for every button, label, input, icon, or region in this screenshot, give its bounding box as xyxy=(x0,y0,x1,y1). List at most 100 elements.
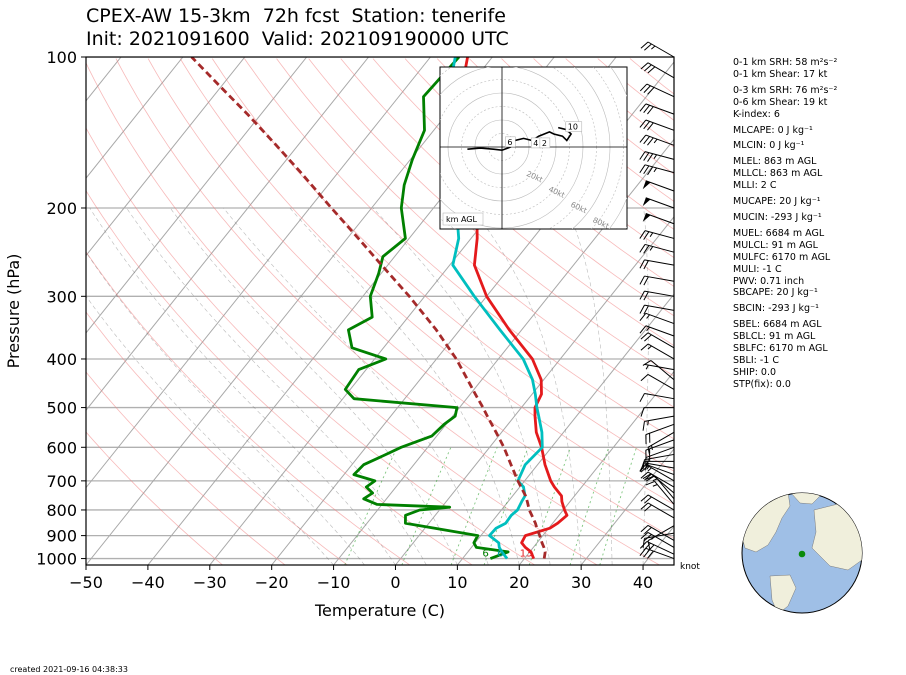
wind-barb xyxy=(642,532,675,548)
isotherm xyxy=(518,370,674,565)
isotherm xyxy=(395,216,674,565)
parameter-line: MUCIN: -293 J kg⁻¹ xyxy=(733,211,822,223)
x-tick-label: −20 xyxy=(255,573,289,592)
wind-barb xyxy=(640,407,674,417)
isotherm xyxy=(86,57,308,334)
moist-adiabat xyxy=(170,207,458,565)
x-tick-label: 10 xyxy=(447,573,467,592)
wind-barb xyxy=(639,304,675,315)
y-tick-label: 100 xyxy=(46,48,77,67)
wind-barb xyxy=(640,41,675,58)
parameter-line: SBCIN: -293 J kg⁻¹ xyxy=(733,303,819,315)
hodograph-height-label: 2 xyxy=(542,139,547,148)
wind-barb xyxy=(647,525,675,551)
parameter-line: 0-1 km SRH: 58 m²s⁻² xyxy=(733,57,838,68)
x-tick-label: 40 xyxy=(633,573,653,592)
x-tick-label: 20 xyxy=(509,573,529,592)
dry-adiabat xyxy=(179,58,674,505)
wind-barb xyxy=(639,290,675,301)
mixing-ratio-line xyxy=(599,447,637,565)
isotherm xyxy=(456,293,674,565)
isotherm xyxy=(333,138,674,565)
wind-barb xyxy=(639,119,675,131)
x-tick-label: −40 xyxy=(131,573,165,592)
x-tick-label: −30 xyxy=(193,573,227,592)
parameter-line: MLCAPE: 0 J kg⁻¹ xyxy=(733,124,813,136)
wind-barb xyxy=(639,151,675,162)
mixing-ratio-line xyxy=(344,447,398,565)
wind-barb xyxy=(640,373,675,390)
parameter-line: SBLI: -1 C xyxy=(733,354,779,366)
dry-adiabat xyxy=(86,311,348,565)
x-tick-label: 30 xyxy=(571,573,591,592)
wind-barb xyxy=(644,363,675,371)
parameter-line: SHIP: 0.0 xyxy=(733,366,777,378)
y-tick-label: 200 xyxy=(46,199,77,218)
surface-wetbulb-label: 6 xyxy=(497,549,503,560)
dry-adiabat xyxy=(86,127,535,565)
wind-barb xyxy=(640,494,675,511)
parameter-line: MULI: -1 C xyxy=(733,263,782,275)
series-parcel-line xyxy=(190,57,547,559)
mixing-ratio-line xyxy=(450,447,498,565)
chart-title-line2: Init: 2021091600 Valid: 202109190000 UTC xyxy=(86,28,509,50)
wind-barb xyxy=(640,343,675,360)
wind-barb xyxy=(642,415,675,431)
dry-adiabat xyxy=(147,58,674,539)
moist-adiabat xyxy=(89,207,396,565)
x-axis-label: Temperature (C) xyxy=(314,601,445,620)
wind-barb xyxy=(642,360,675,381)
parameter-line: MULCL: 91 m AGL xyxy=(733,239,818,251)
barb-unit-label: knot xyxy=(680,562,700,572)
x-tick-label: 0 xyxy=(390,573,400,592)
dry-adiabat xyxy=(86,371,286,565)
y-tick-label: 900 xyxy=(46,527,77,546)
wind-barb xyxy=(647,431,675,457)
wind-barb xyxy=(642,197,675,209)
y-tick-label: 1000 xyxy=(36,550,77,569)
isotherm xyxy=(86,57,246,257)
dry-adiabat xyxy=(86,251,411,565)
moist-adiabat xyxy=(223,207,489,565)
dry-adiabat xyxy=(86,431,223,565)
isotherm xyxy=(580,448,674,565)
wind-barb xyxy=(639,392,675,403)
parameter-list: 0-1 km SRH: 58 m²s⁻² 0-1 km Shear: 17 kt 0… xyxy=(733,57,837,391)
dry-adiabat xyxy=(86,62,598,565)
hodograph-height-label: 4 xyxy=(533,139,538,148)
wind-barb xyxy=(642,213,675,225)
wind-barb xyxy=(640,332,675,349)
parameter-line: MUEL: 6684 m AGL xyxy=(733,227,825,239)
parameter-line: K-index: 6 xyxy=(733,108,780,120)
station-marker xyxy=(798,550,806,558)
plot-frame xyxy=(85,56,675,566)
mixing-ratio-line xyxy=(528,447,572,565)
y-tick-label: 600 xyxy=(46,438,77,457)
surface-temperature-label: 13 xyxy=(520,549,533,560)
mixing-ratio-line xyxy=(483,447,529,565)
parameter-line: SBEL: 6684 m AGL xyxy=(733,319,822,331)
parameter-line: MLCIN: 0 J kg⁻¹ xyxy=(733,140,805,152)
wind-barb xyxy=(639,243,675,254)
created-timestamp: created 2021-09-16 04:38:33 xyxy=(10,665,128,674)
parameter-line: MLEL: 863 m AGL xyxy=(733,156,817,168)
moist-adiabat xyxy=(567,207,613,565)
parameter-line: MULFC: 6170 m AGL xyxy=(733,251,831,263)
wind-barb xyxy=(640,531,675,548)
wind-barb xyxy=(639,164,675,176)
wind-barb xyxy=(642,180,675,192)
moist-adiabat xyxy=(372,207,551,565)
parameter-line: SBLCL: 91 m AGL xyxy=(733,331,816,343)
wind-barb xyxy=(645,439,675,460)
parameter-line: MLLI: 2 C xyxy=(733,180,777,192)
isotherm xyxy=(86,57,370,412)
wind-barb xyxy=(639,312,675,325)
parameter-line: SBLFC: 6170 m AGL xyxy=(733,343,828,355)
dry-adiabat xyxy=(244,58,674,440)
moist-adiabat xyxy=(289,207,520,565)
hodograph-height-label: 10 xyxy=(568,123,578,132)
x-tick-label: −10 xyxy=(317,573,351,592)
dry-adiabat xyxy=(533,58,674,175)
dry-adiabat xyxy=(340,58,674,347)
